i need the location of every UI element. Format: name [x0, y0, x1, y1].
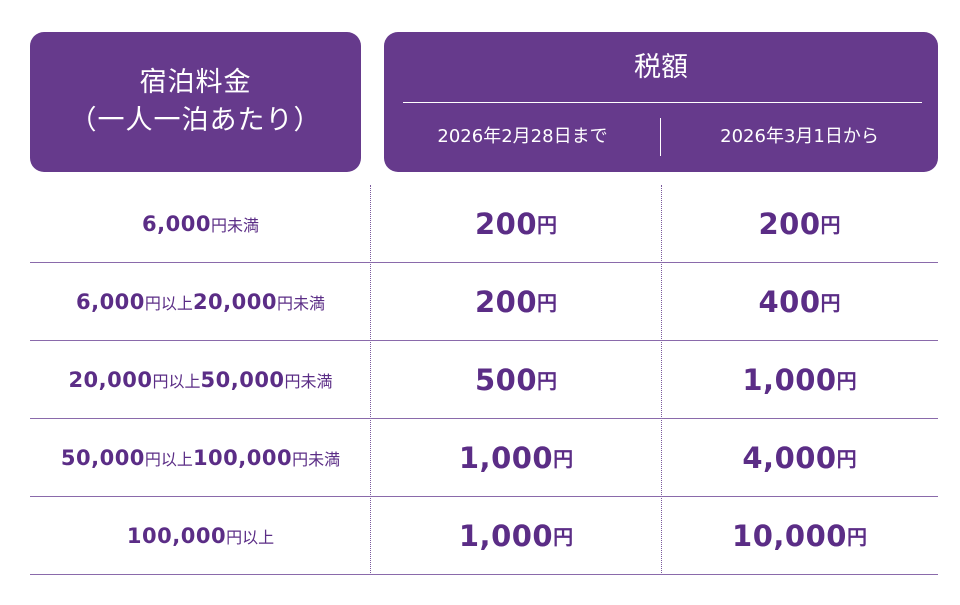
tax-cell-period1: 200 円 — [371, 185, 661, 262]
rate-amount: 50,000 — [200, 367, 285, 392]
rate-range-cell: 100,000 円以上 — [30, 497, 371, 574]
tax-cell-period2: 1,000 円 — [661, 341, 938, 418]
tax-amount: 200 — [474, 284, 538, 319]
rate-unit: 円以上 — [152, 371, 201, 391]
rate-range-cell: 20,000 円以上 50,000 円未満 — [30, 341, 371, 418]
rate-unit: 円未満 — [292, 449, 341, 469]
rate-header-title: 宿泊料金 — [139, 67, 252, 98]
tax-amount: 1,000 — [458, 518, 554, 553]
tax-cell-period1: 500 円 — [371, 341, 661, 418]
rate-range-cell: 50,000 円以上 100,000 円未満 — [30, 419, 371, 496]
rate-amount: 100,000 — [192, 445, 293, 470]
rate-header: 宿泊料金 （一人一泊あたり） — [30, 32, 361, 172]
rate-range-cell: 6,000 円未満 — [30, 185, 371, 262]
period-divider — [660, 118, 661, 156]
rate-range-cell: 6,000 円以上 20,000 円未満 — [30, 263, 371, 340]
column-divider-1 — [370, 185, 371, 575]
tax-cell-period2: 400 円 — [661, 263, 938, 340]
tax-unit: 円 — [537, 369, 558, 393]
tax-header: 税額 2026年2月28日まで 2026年3月1日から — [384, 32, 938, 172]
tax-cell-period2: 4,000 円 — [661, 419, 938, 496]
tax-unit: 円 — [553, 525, 574, 549]
table-row: 6,000 円未満 200 円 200 円 — [30, 185, 938, 263]
rate-unit: 円未満 — [210, 215, 259, 235]
tax-cell-period1: 1,000 円 — [371, 497, 661, 574]
column-divider-2 — [661, 185, 662, 575]
rate-unit: 円未満 — [284, 371, 333, 391]
period-from-label: 2026年3月1日から — [720, 126, 879, 147]
rate-amount: 20,000 — [68, 367, 153, 392]
tax-amount: 400 — [758, 284, 821, 319]
tax-header-divider — [403, 102, 922, 103]
tax-amount: 1,000 — [742, 362, 837, 397]
rate-unit: 円以上 — [144, 293, 193, 313]
rate-unit: 円以上 — [144, 449, 193, 469]
tax-unit: 円 — [820, 291, 841, 315]
tax-unit: 円 — [537, 213, 558, 237]
tax-header-title: 税額 — [634, 52, 688, 83]
tax-unit: 円 — [846, 525, 867, 549]
rate-unit: 円以上 — [226, 527, 275, 547]
tax-unit: 円 — [537, 291, 558, 315]
rate-amount: 100,000 — [126, 523, 227, 548]
rate-unit: 円未満 — [276, 293, 325, 313]
rate-amount: 50,000 — [60, 445, 145, 470]
tax-cell-period2: 200 円 — [661, 185, 938, 262]
tax-amount: 10,000 — [732, 518, 847, 553]
rate-amount: 20,000 — [192, 289, 277, 314]
rate-amount: 6,000 — [142, 211, 211, 236]
tax-cell-period1: 1,000 円 — [371, 419, 661, 496]
tax-unit: 円 — [836, 369, 857, 393]
tax-amount: 500 — [474, 362, 538, 397]
table-row: 20,000 円以上 50,000 円未満 500 円 1,000 円 — [30, 341, 938, 419]
tax-unit: 円 — [553, 447, 574, 471]
tax-unit: 円 — [836, 447, 857, 471]
table-row: 100,000 円以上 1,000 円 10,000 円 — [30, 497, 938, 575]
tax-amount: 4,000 — [742, 440, 837, 475]
tax-unit: 円 — [820, 213, 841, 237]
tax-amount: 200 — [474, 206, 538, 241]
table-row: 50,000 円以上 100,000 円未満 1,000 円 4,000 円 — [30, 419, 938, 497]
tax-amount: 1,000 — [458, 440, 554, 475]
rate-header-subtitle: （一人一泊あたり） — [69, 105, 322, 136]
table-row: 6,000 円以上 20,000 円未満 200 円 400 円 — [30, 263, 938, 341]
tax-rate-table: 6,000 円未満 200 円 200 円 6,000 円以上 20,000 円未満 200… — [30, 185, 938, 575]
rate-amount: 6,000 — [75, 289, 145, 314]
tax-amount: 200 — [758, 206, 821, 241]
tax-cell-period2: 10,000 円 — [661, 497, 938, 574]
period-until-label: 2026年2月28日まで — [437, 126, 608, 147]
tax-cell-period1: 200 円 — [371, 263, 661, 340]
